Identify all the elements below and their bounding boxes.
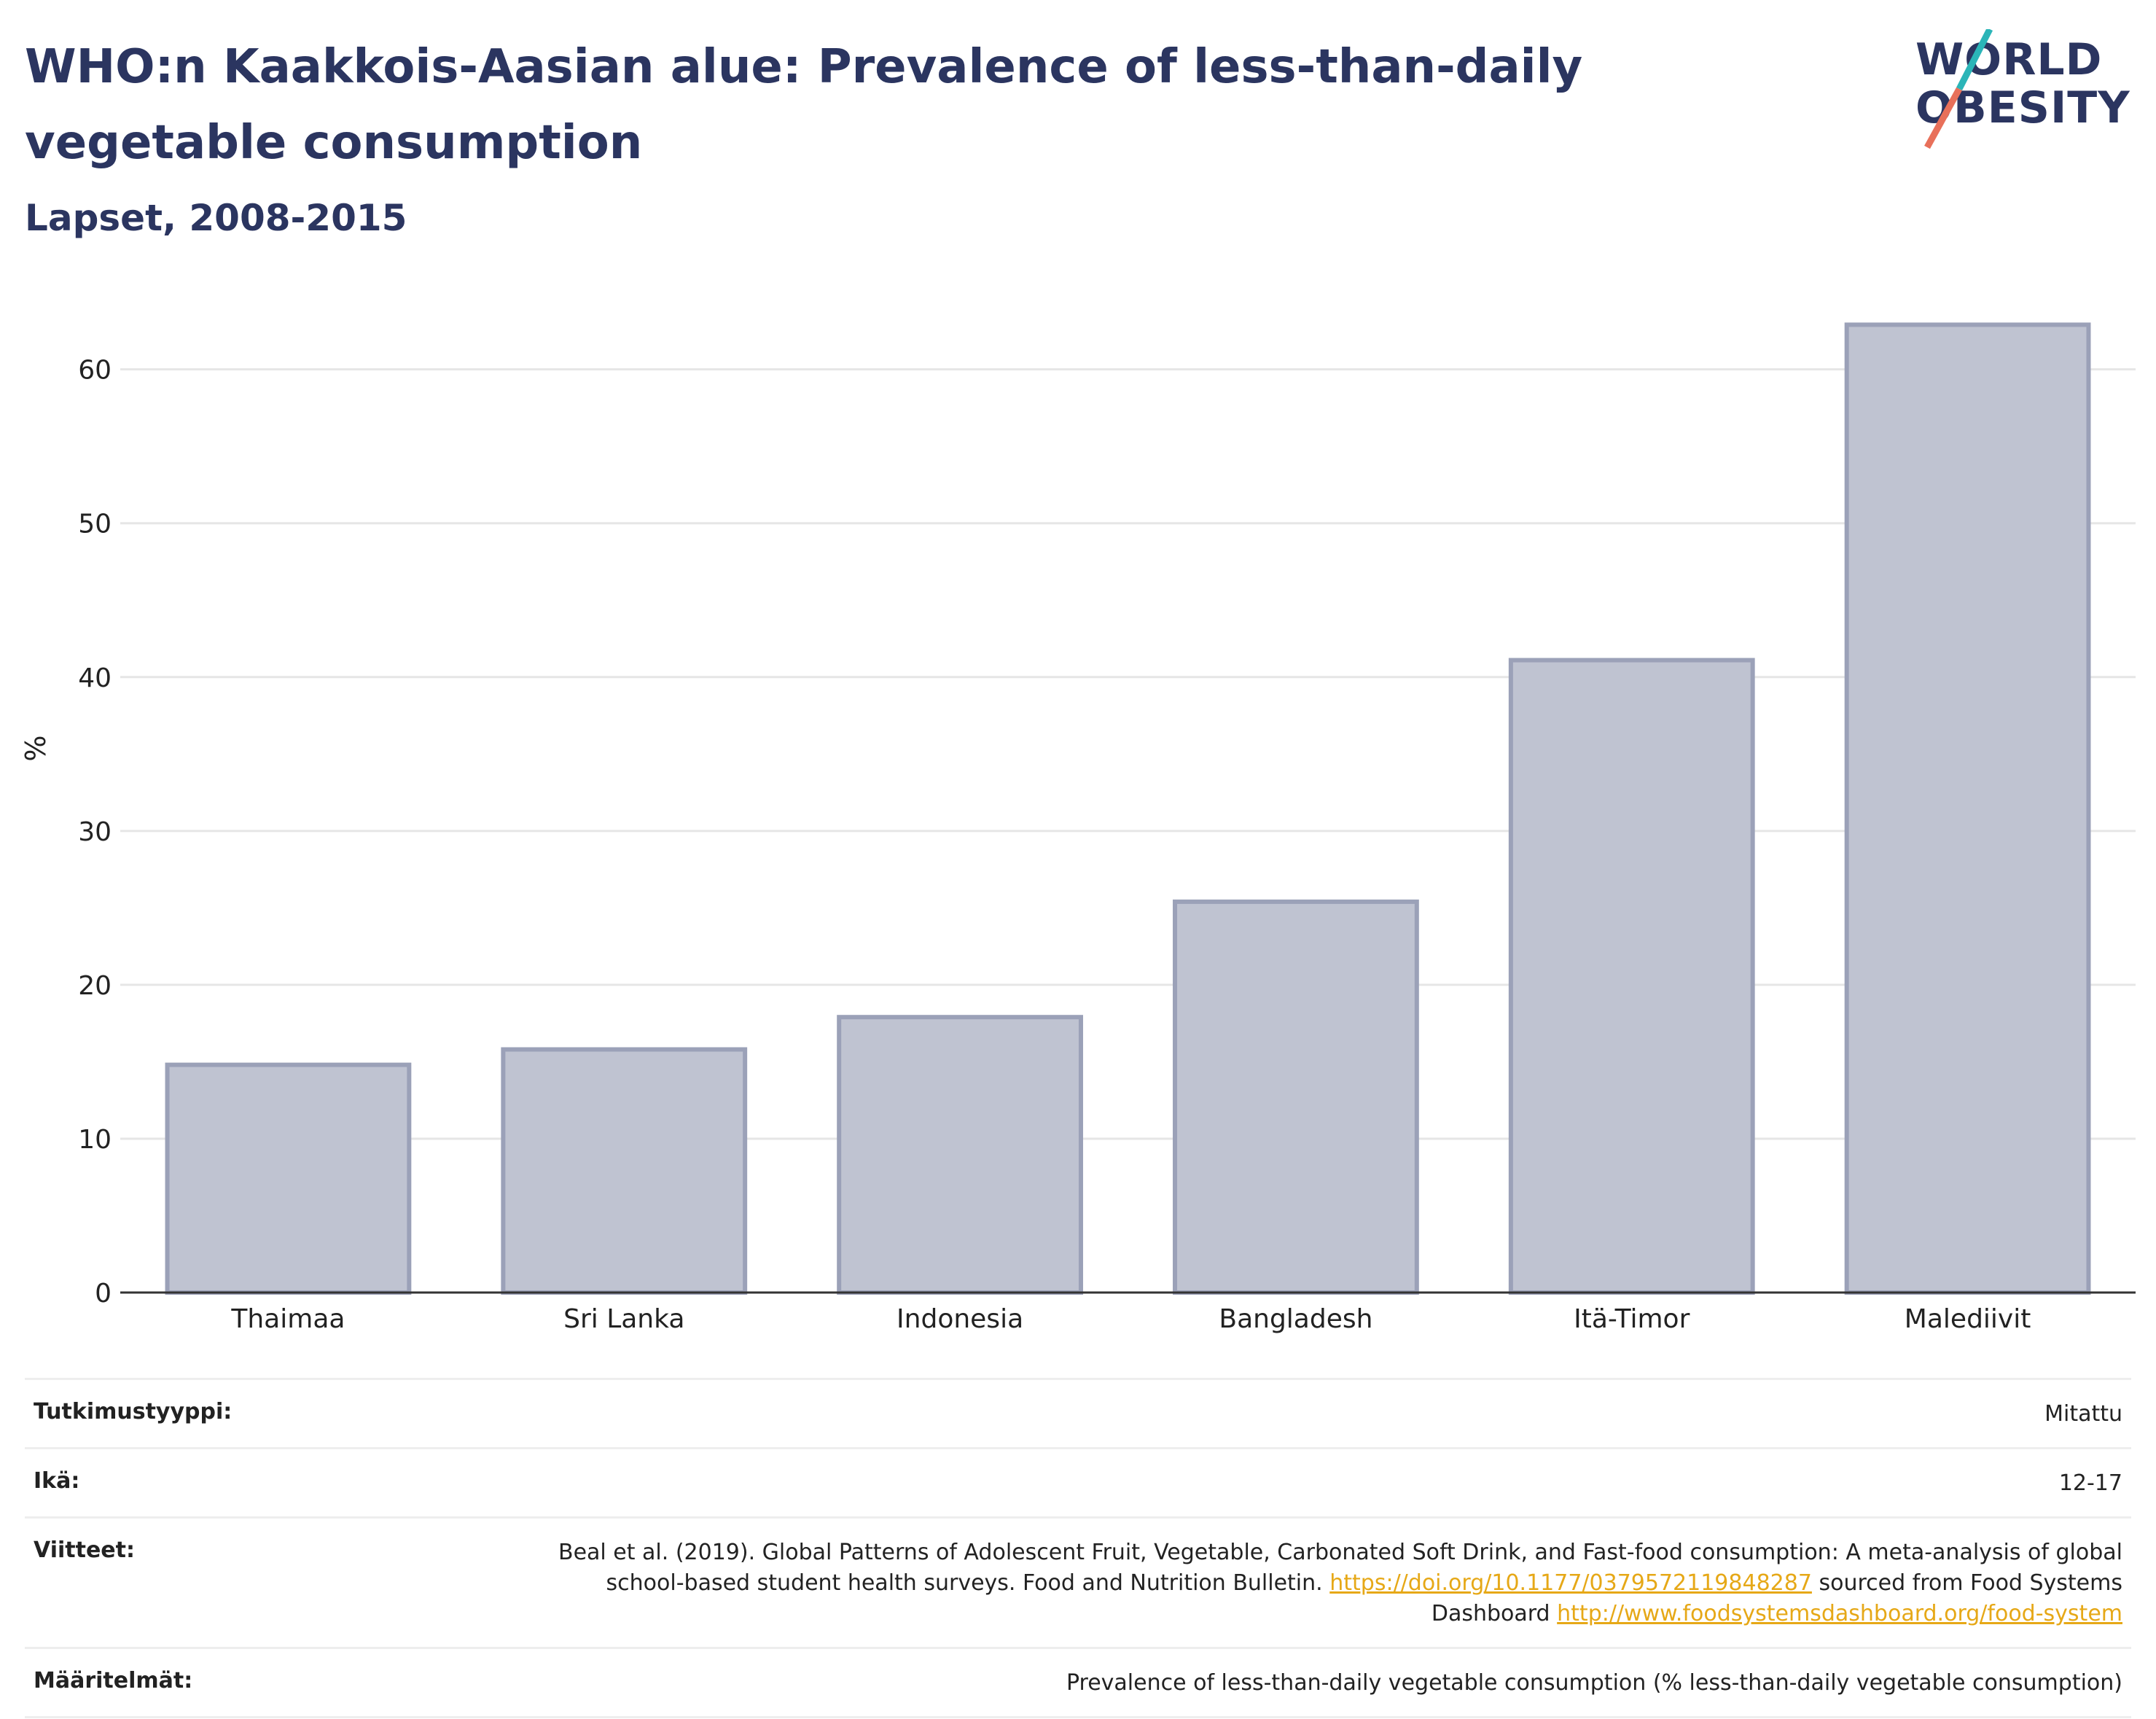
bar-malediivit[interactable] bbox=[1844, 322, 2091, 1295]
food-systems-link[interactable]: http://www.foodsystemsdashboard.org/food… bbox=[1557, 1601, 2122, 1626]
logo-text-world: WORLD bbox=[1915, 34, 2103, 85]
study-type-value: Mitattu bbox=[2044, 1401, 2122, 1427]
x-axis-ticks: Thaimaa Sri Lanka Indonesia Bangladesh Itä-T… bbox=[230, 1304, 2031, 1334]
meta-row-age: Ikä: 12-17 bbox=[25, 1447, 2131, 1516]
x-tick-label: Bangladesh bbox=[1219, 1304, 1372, 1334]
study-type-label: Tutkimustyyppi: bbox=[34, 1399, 233, 1424]
chart-subtitle: Lapset, 2008-2015 bbox=[25, 197, 407, 239]
x-tick-label: Thaimaa bbox=[230, 1304, 345, 1334]
bar-it-timor[interactable] bbox=[1508, 658, 1755, 1295]
bar-chart: 0 10 20 30 40 50 60 Thaimaa Sri Lanka Indonesia B… bbox=[20, 322, 2136, 1334]
age-label: Ikä: bbox=[34, 1468, 80, 1494]
y-tick-label: 40 bbox=[78, 663, 112, 693]
y-tick-label: 10 bbox=[78, 1125, 112, 1155]
logo-slash-icon bbox=[1924, 29, 1993, 149]
y-axis-title: % bbox=[20, 735, 52, 761]
age-value: 12-17 bbox=[2058, 1470, 2122, 1496]
y-tick-label: 0 bbox=[95, 1279, 112, 1309]
x-tick-label: Sri Lanka bbox=[563, 1304, 684, 1334]
meta-row-references: Viitteet: Beal et al. (2019). Global Pat… bbox=[25, 1516, 2131, 1647]
metadata-table: Tutkimustyyppi: Mitattu Ikä: 12-17 Viitt… bbox=[25, 1378, 2131, 1718]
bars bbox=[165, 322, 2091, 1295]
meta-row-definitions: Määritelmät: Prevalence of less-than-dai… bbox=[25, 1647, 2131, 1718]
x-tick-label: Malediivit bbox=[1905, 1304, 2031, 1334]
bar-indonesia[interactable] bbox=[837, 1015, 1083, 1295]
x-tick-label: Itä-Timor bbox=[1574, 1304, 1690, 1334]
grid-lines bbox=[120, 368, 2136, 1140]
definitions-label: Määritelmät: bbox=[34, 1668, 193, 1693]
references-text: Beal et al. (2019). Global Patterns of A… bbox=[558, 1540, 2122, 1596]
y-tick-label: 50 bbox=[78, 510, 112, 539]
y-tick-label: 60 bbox=[78, 356, 112, 386]
references-label: Viitteet: bbox=[34, 1537, 135, 1563]
y-tick-label: 20 bbox=[78, 971, 112, 1001]
world-obesity-logo: WORLD OBESITY bbox=[1902, 29, 2143, 153]
y-tick-label: 30 bbox=[78, 817, 112, 847]
doi-link[interactable]: https://doi.org/10.1177/0379572119848287 bbox=[1329, 1570, 1812, 1596]
references-value: Beal et al. (2019). Global Patterns of A… bbox=[519, 1537, 2122, 1629]
bar-bangladesh[interactable] bbox=[1173, 899, 1419, 1295]
definitions-value: Prevalence of less-than-daily vegetable … bbox=[1066, 1670, 2122, 1696]
meta-row-study-type: Tutkimustyyppi: Mitattu bbox=[25, 1378, 2131, 1447]
references-source-text: sourced from Food Systems Dashboard bbox=[1431, 1570, 2122, 1626]
y-axis-ticks: 0 10 20 30 40 50 60 bbox=[78, 356, 112, 1309]
bar-sri-lanka[interactable] bbox=[501, 1047, 748, 1295]
chart-title: WHO:n Kaakkois-Aasian alue: Prevalence o… bbox=[25, 40, 1583, 170]
x-tick-label: Indonesia bbox=[897, 1304, 1023, 1334]
bar-thaimaa[interactable] bbox=[165, 1062, 412, 1295]
